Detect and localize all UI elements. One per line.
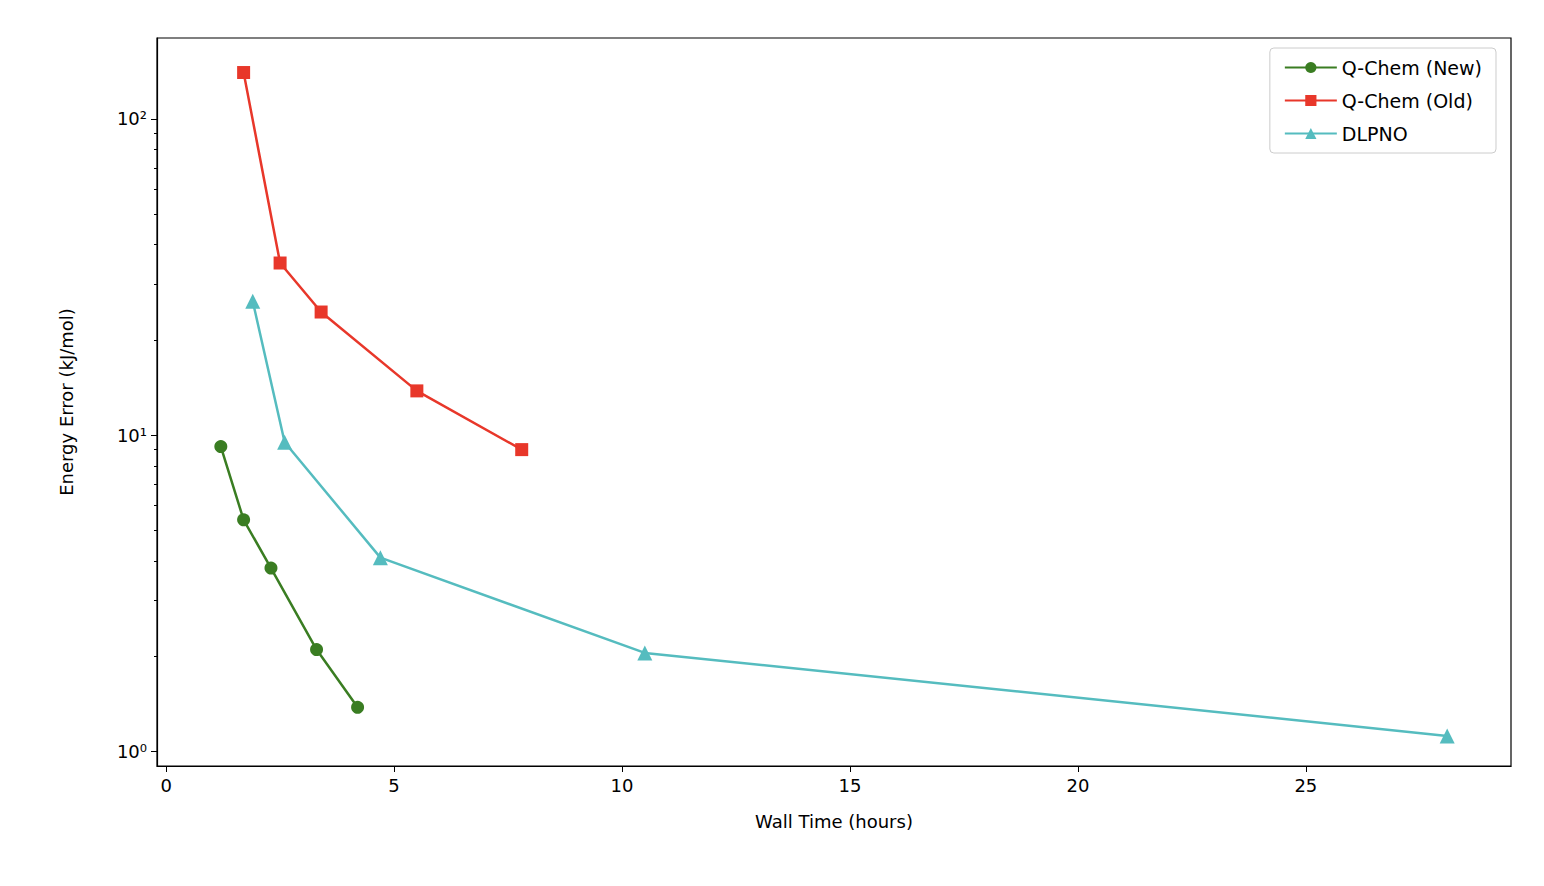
svg-text:DLPNO: DLPNO [1342, 123, 1408, 145]
svg-text:10⁰: 10⁰ [117, 741, 147, 762]
svg-text:10²: 10² [117, 108, 147, 129]
svg-text:Wall Time (hours): Wall Time (hours) [755, 811, 913, 832]
svg-text:20: 20 [1066, 775, 1089, 796]
svg-text:25: 25 [1294, 775, 1317, 796]
svg-text:Q-Chem (New): Q-Chem (New) [1342, 57, 1482, 79]
svg-text:10: 10 [611, 775, 634, 796]
svg-text:Energy Error (kJ/mol): Energy Error (kJ/mol) [56, 308, 77, 496]
svg-text:0: 0 [160, 775, 171, 796]
svg-text:5: 5 [388, 775, 399, 796]
svg-text:Q-Chem (Old): Q-Chem (Old) [1342, 90, 1473, 112]
svg-text:10¹: 10¹ [117, 425, 147, 446]
svg-text:15: 15 [839, 775, 862, 796]
